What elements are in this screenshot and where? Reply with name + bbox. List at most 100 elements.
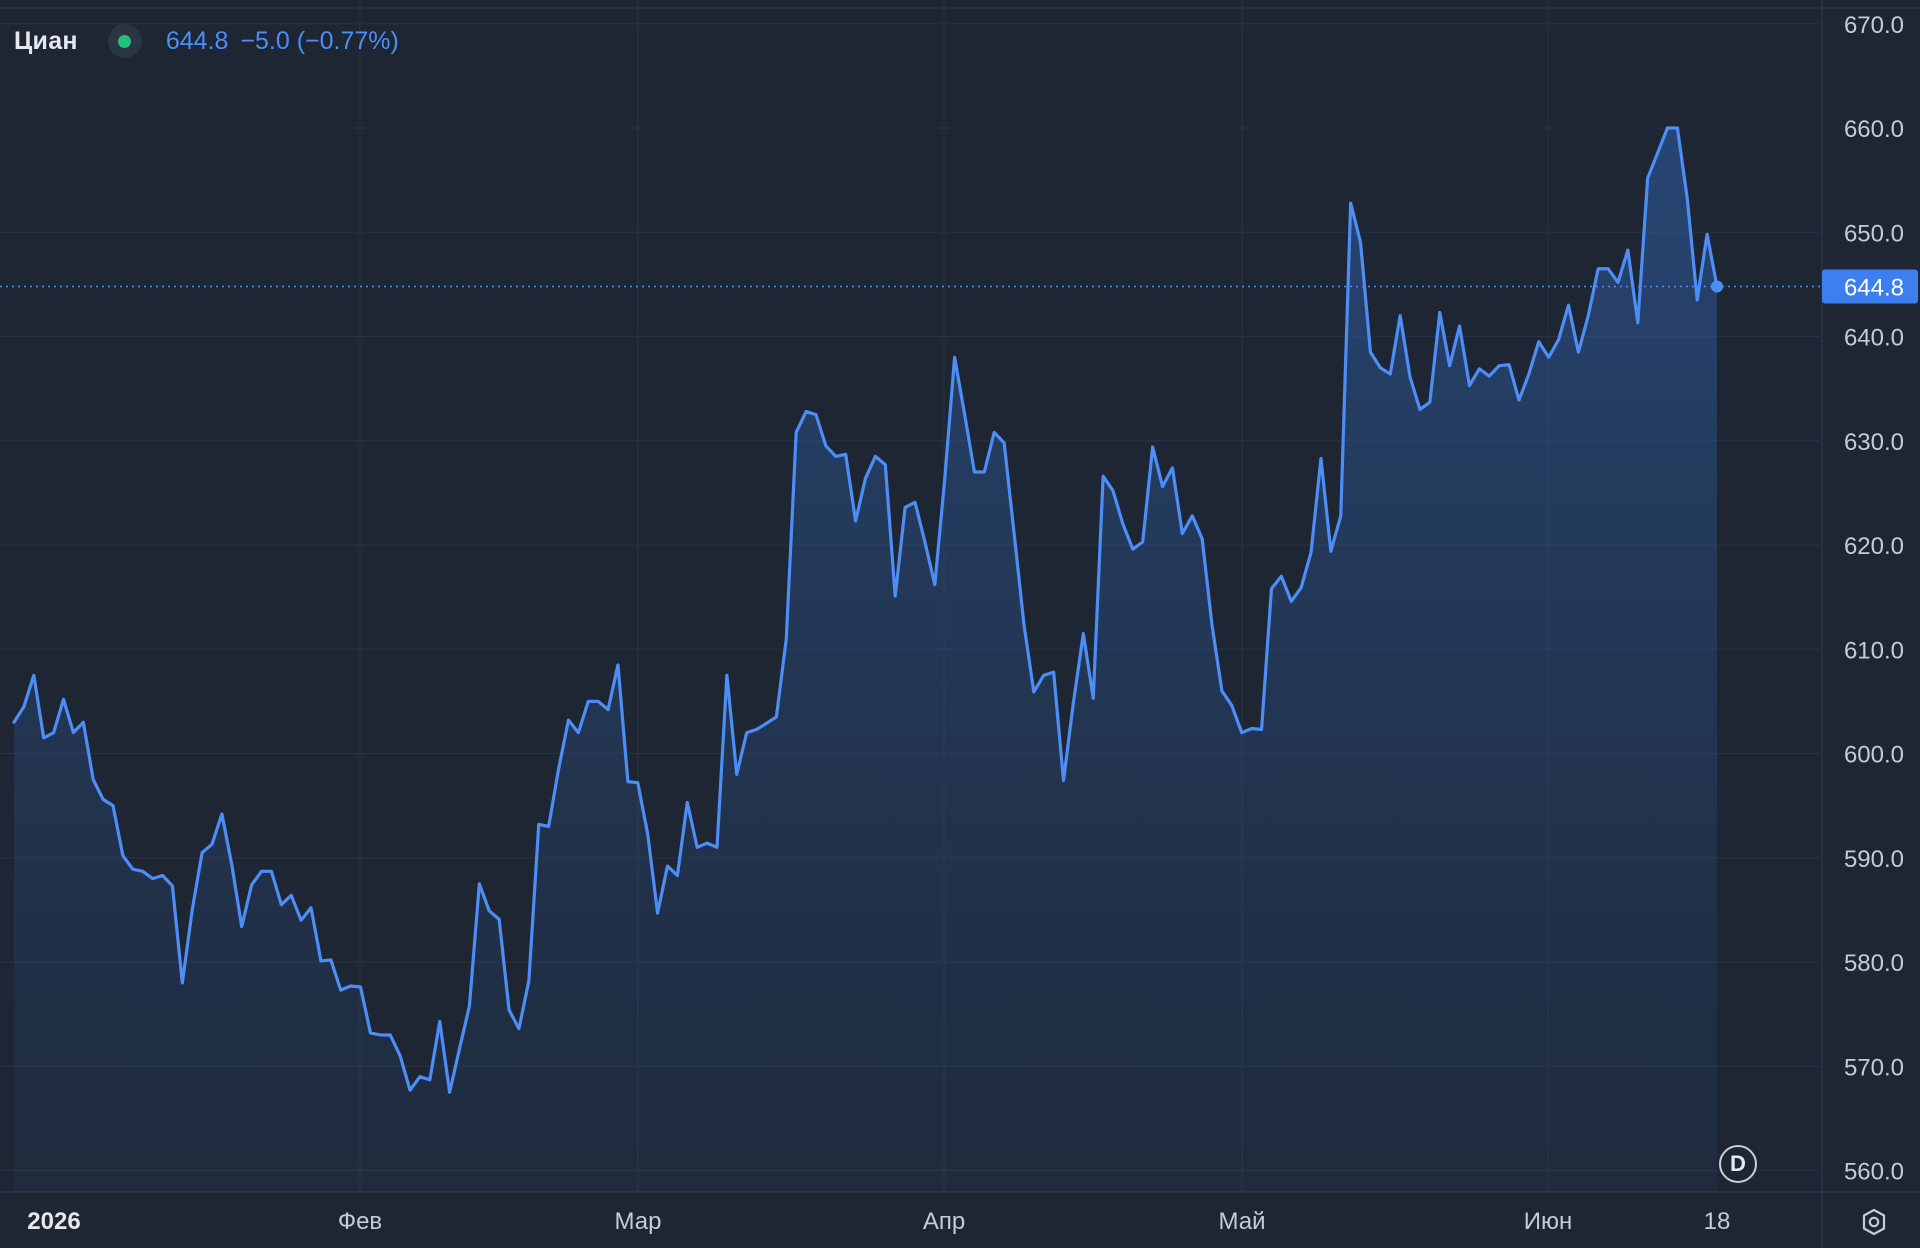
data-point[interactable]	[317, 957, 325, 965]
data-point[interactable]	[1040, 671, 1048, 679]
data-point[interactable]	[871, 452, 879, 460]
data-point[interactable]	[1376, 364, 1384, 372]
data-point[interactable]	[485, 907, 493, 915]
data-point[interactable]	[772, 713, 780, 721]
data-point[interactable]	[1357, 239, 1365, 247]
data-point[interactable]	[713, 843, 721, 851]
data-point[interactable]	[248, 881, 256, 889]
data-point[interactable]	[446, 1088, 454, 1096]
data-point[interactable]	[465, 1002, 473, 1010]
data-point[interactable]	[1614, 278, 1622, 286]
data-point[interactable]	[901, 503, 909, 511]
data-point[interactable]	[297, 916, 305, 924]
data-point[interactable]	[1099, 472, 1107, 480]
data-point[interactable]	[594, 697, 602, 705]
data-point[interactable]	[1594, 265, 1602, 273]
data-point[interactable]	[1545, 353, 1553, 361]
data-point[interactable]	[119, 852, 127, 860]
data-point[interactable]	[802, 408, 810, 416]
data-point[interactable]	[1168, 464, 1176, 472]
data-point[interactable]	[277, 901, 285, 909]
data-point[interactable]	[208, 840, 216, 848]
data-point[interactable]	[703, 839, 711, 847]
data-point[interactable]	[525, 977, 533, 985]
data-point[interactable]	[1149, 443, 1157, 451]
data-point[interactable]	[436, 1017, 444, 1025]
data-point[interactable]	[753, 726, 761, 734]
data-point[interactable]	[881, 461, 889, 469]
data-point[interactable]	[1109, 487, 1117, 495]
data-point[interactable]	[782, 635, 790, 643]
data-point[interactable]	[1366, 348, 1374, 356]
data-point[interactable]	[1535, 338, 1543, 346]
data-point[interactable]	[1505, 361, 1513, 369]
data-point[interactable]	[1386, 370, 1394, 378]
data-point[interactable]	[614, 661, 622, 669]
data-point[interactable]	[644, 830, 652, 838]
data-point[interactable]	[258, 867, 266, 875]
data-point[interactable]	[515, 1025, 523, 1033]
data-point[interactable]	[634, 779, 642, 787]
data-point[interactable]	[822, 442, 830, 450]
data-point[interactable]	[188, 906, 196, 914]
data-point[interactable]	[1218, 687, 1226, 695]
data-point[interactable]	[1198, 535, 1206, 543]
data-point[interactable]	[1079, 630, 1087, 638]
data-point[interactable]	[386, 1031, 394, 1039]
data-point[interactable]	[1703, 230, 1711, 238]
data-point[interactable]	[762, 719, 770, 727]
data-point[interactable]	[723, 671, 731, 679]
data-point[interactable]	[327, 956, 335, 964]
data-point[interactable]	[663, 862, 671, 870]
data-point[interactable]	[406, 1086, 414, 1094]
data-point[interactable]	[218, 810, 226, 818]
data-point[interactable]	[673, 871, 681, 879]
data-point[interactable]	[1426, 398, 1434, 406]
data-point[interactable]	[961, 410, 969, 418]
data-point[interactable]	[1644, 174, 1652, 182]
data-point[interactable]	[1327, 547, 1335, 555]
data-point[interactable]	[139, 867, 147, 875]
data-point[interactable]	[357, 983, 365, 991]
data-point[interactable]	[1258, 726, 1266, 734]
data-point[interactable]	[1396, 312, 1404, 320]
data-point[interactable]	[535, 820, 543, 828]
data-point[interactable]	[931, 581, 939, 589]
data-point[interactable]	[396, 1052, 404, 1060]
data-point[interactable]	[545, 822, 553, 830]
data-point[interactable]	[693, 843, 701, 851]
data-point[interactable]	[109, 802, 117, 810]
data-point[interactable]	[1337, 512, 1345, 520]
data-point[interactable]	[1495, 362, 1503, 370]
data-point[interactable]	[1515, 396, 1523, 404]
data-point[interactable]	[1119, 520, 1127, 528]
data-point[interactable]	[1307, 548, 1315, 556]
data-point[interactable]	[1406, 373, 1414, 381]
data-point[interactable]	[1555, 336, 1563, 344]
data-point[interactable]	[733, 770, 741, 778]
data-point[interactable]	[1436, 309, 1444, 317]
data-point[interactable]	[60, 695, 68, 703]
data-point[interactable]	[287, 891, 295, 899]
data-point[interactable]	[30, 671, 38, 679]
data-point[interactable]	[20, 703, 28, 711]
data-point[interactable]	[1456, 322, 1464, 330]
data-point[interactable]	[159, 871, 167, 879]
data-point[interactable]	[1663, 124, 1671, 132]
data-point[interactable]	[1654, 149, 1662, 157]
data-point[interactable]	[1010, 528, 1018, 536]
data-point[interactable]	[842, 450, 850, 458]
data-point[interactable]	[1564, 301, 1572, 309]
data-point[interactable]	[505, 1006, 513, 1014]
data-point[interactable]	[1060, 777, 1068, 785]
data-point[interactable]	[366, 1029, 374, 1037]
data-point[interactable]	[1208, 621, 1216, 629]
data-point[interactable]	[951, 353, 959, 361]
data-point[interactable]	[921, 538, 929, 546]
data-point[interactable]	[1248, 724, 1256, 732]
chart-settings-icon[interactable]	[1856, 1204, 1892, 1240]
data-point[interactable]	[1139, 538, 1147, 546]
data-point[interactable]	[604, 706, 612, 714]
